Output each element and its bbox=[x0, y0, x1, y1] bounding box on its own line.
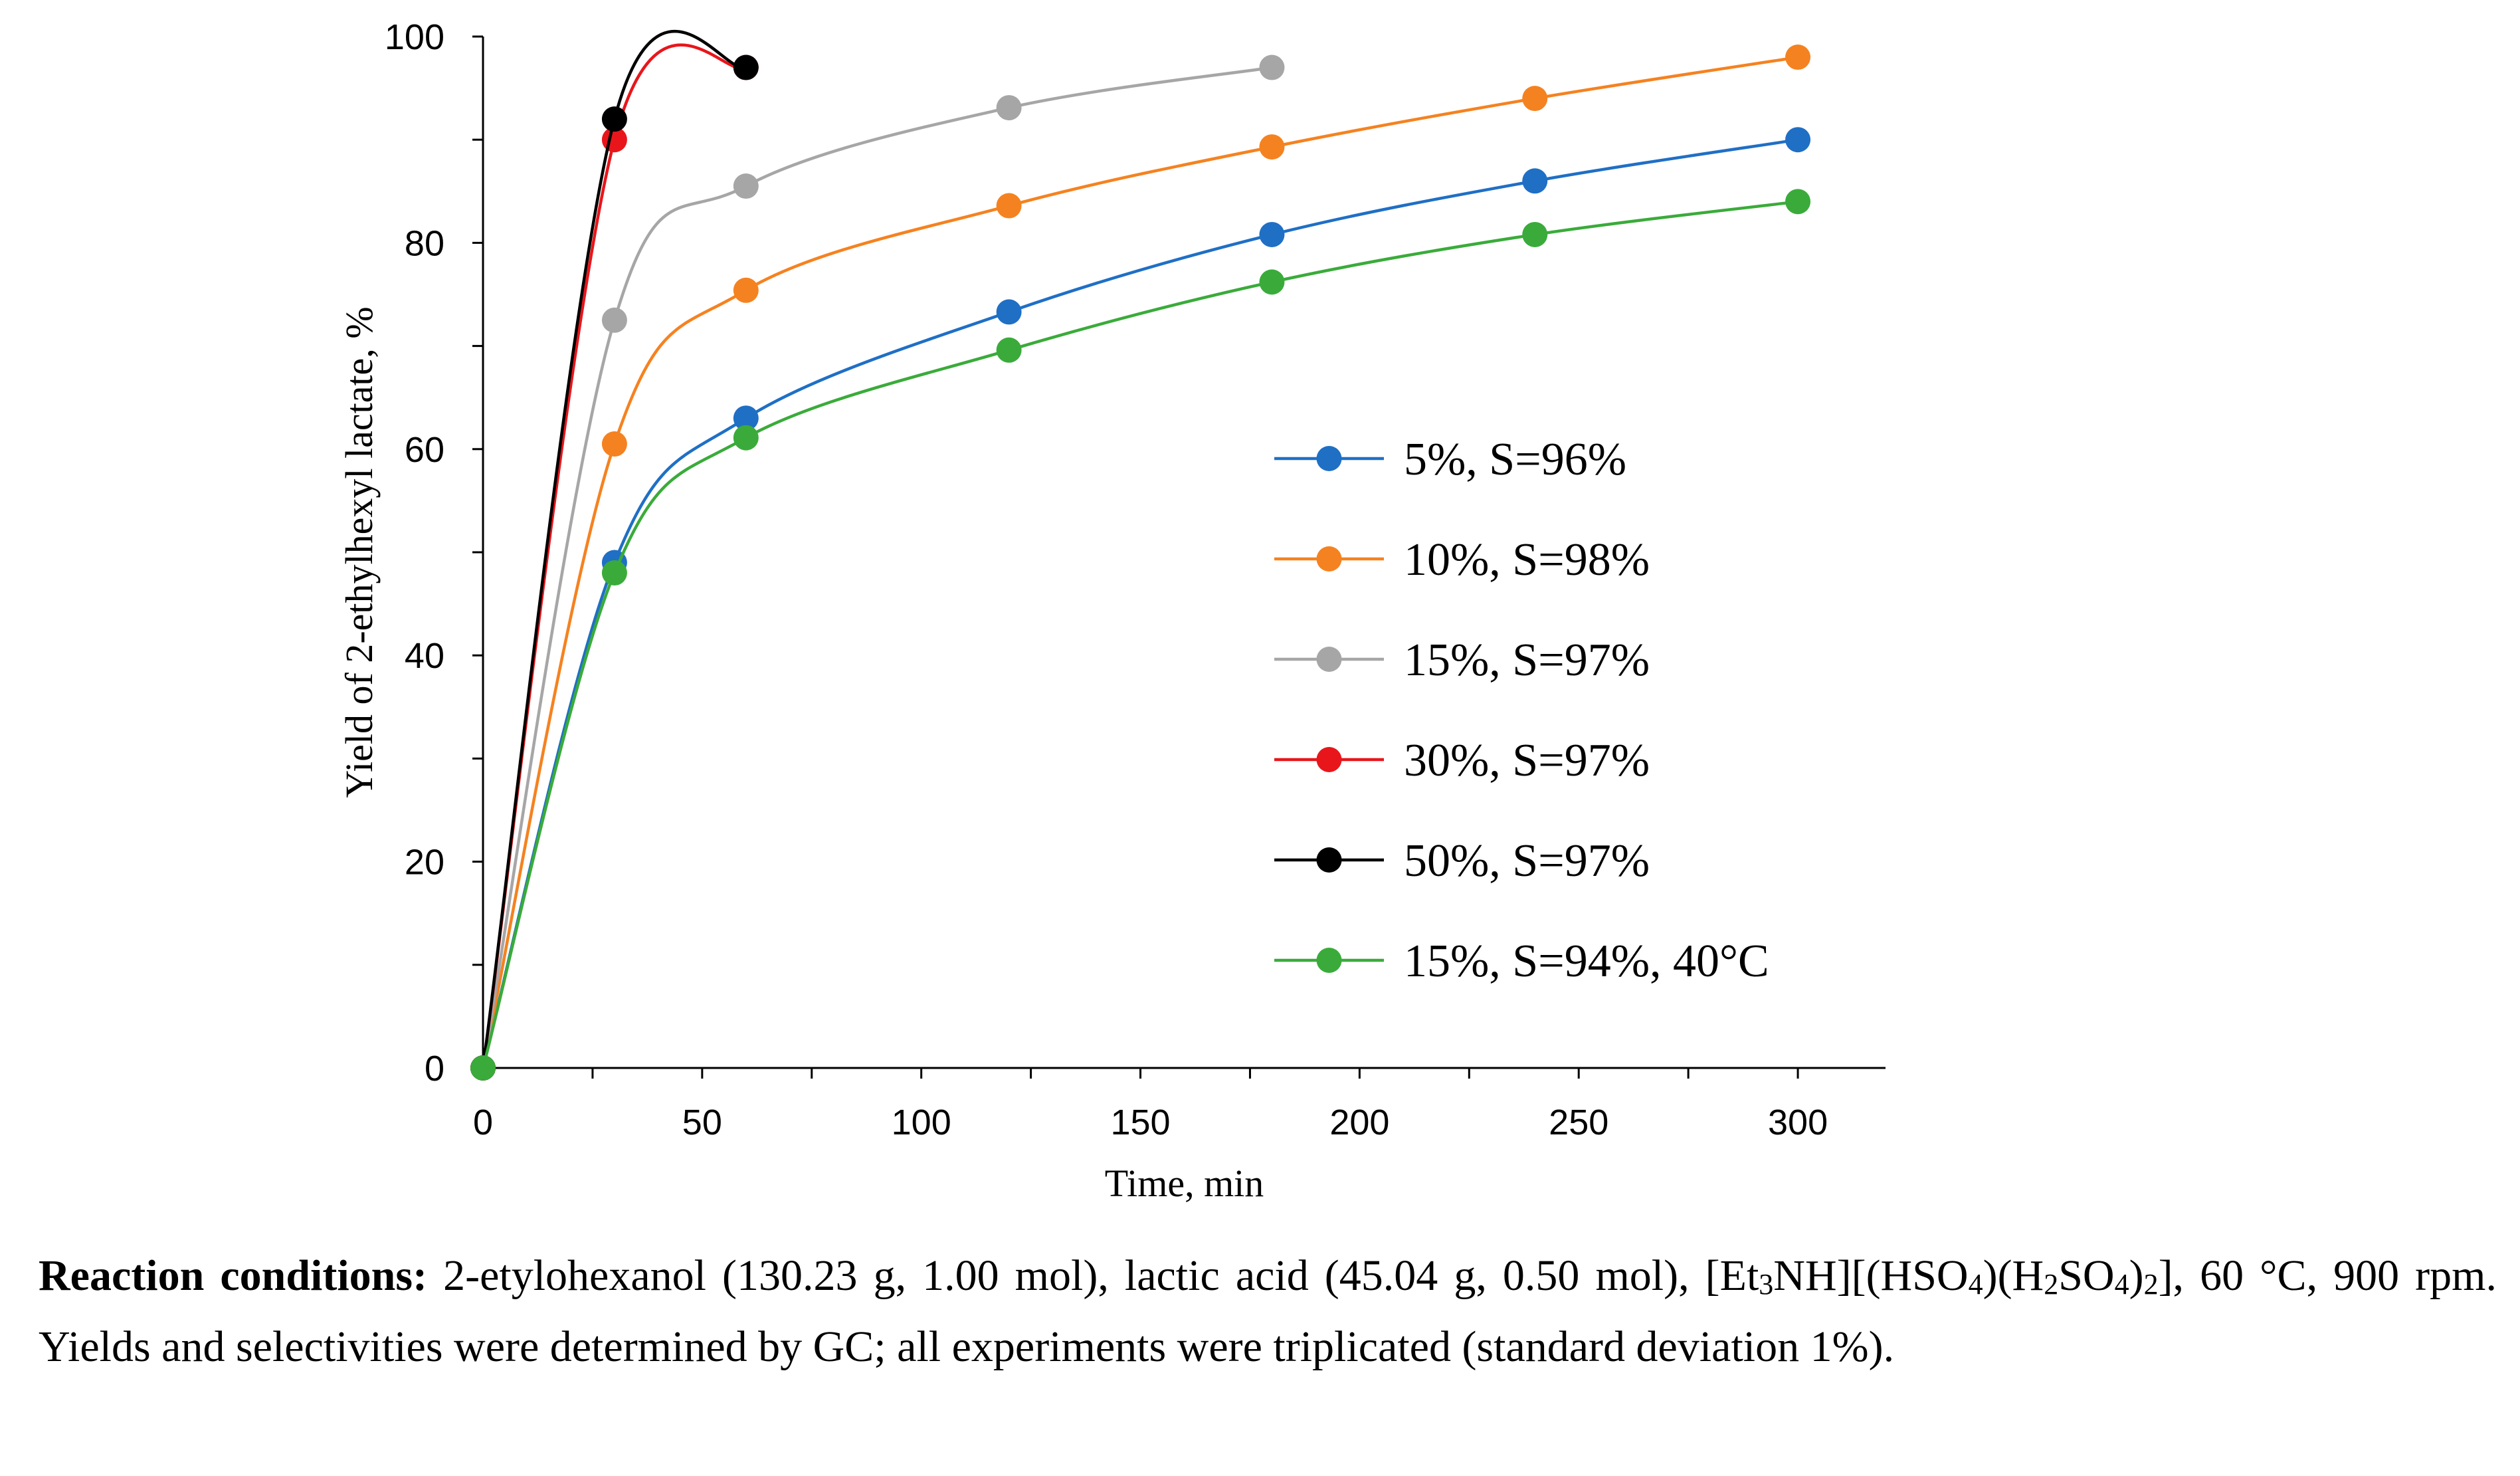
legend-item: 5%, S=96% bbox=[1274, 434, 1626, 485]
x-tick-label: 0 bbox=[473, 1103, 493, 1142]
data-point bbox=[1785, 127, 1811, 153]
caption-sub-5: 2 bbox=[2143, 1268, 2159, 1301]
x-tick-label: 200 bbox=[1329, 1103, 1389, 1142]
legend-label: 10%, S=98% bbox=[1404, 534, 1650, 585]
legend-item: 30%, S=97% bbox=[1274, 735, 1650, 786]
data-point bbox=[1522, 86, 1548, 112]
series-line bbox=[481, 66, 1272, 1069]
x-tick-label: 250 bbox=[1549, 1103, 1608, 1142]
data-point bbox=[1522, 168, 1548, 194]
y-tick-label: 60 bbox=[405, 430, 444, 470]
legend-label: 50%, S=97% bbox=[1404, 835, 1650, 887]
caption-text-2: NH][(HSO bbox=[1773, 1251, 1969, 1300]
y-tick-label: 100 bbox=[385, 17, 444, 57]
data-point bbox=[601, 307, 627, 333]
caption-text-6: ], 60 °C, 900 rpm. Yields and selectivit… bbox=[39, 1251, 2497, 1371]
series-line bbox=[481, 30, 747, 1069]
data-point bbox=[996, 95, 1022, 121]
legend-label: 30%, S=97% bbox=[1404, 735, 1650, 786]
data-point bbox=[1522, 221, 1548, 247]
caption-sub-3: 2 bbox=[2044, 1268, 2059, 1301]
caption-sub-2: 4 bbox=[1968, 1268, 1983, 1301]
y-axis-title: Yield of 2-ethylhexyl lactate, % bbox=[338, 306, 381, 797]
caption-text-1: 2-etylohexanol (130.23 g, 1.00 mol), lac… bbox=[427, 1251, 1759, 1300]
data-point bbox=[733, 277, 759, 303]
data-point bbox=[470, 1055, 496, 1081]
caption-text-5: ) bbox=[2129, 1251, 2144, 1300]
x-tick-label: 150 bbox=[1110, 1103, 1170, 1142]
data-point bbox=[733, 405, 759, 431]
data-point bbox=[1259, 54, 1285, 80]
figure-caption: Reaction conditions: 2-etylohexanol (130… bbox=[39, 1243, 2497, 1380]
legend-label: 5%, S=96% bbox=[1404, 434, 1626, 485]
x-tick-label: 50 bbox=[682, 1103, 722, 1142]
data-point bbox=[1785, 45, 1811, 70]
data-point bbox=[601, 106, 627, 132]
caption-label: Reaction conditions: bbox=[39, 1251, 428, 1300]
series-3 bbox=[470, 54, 1285, 1081]
data-point bbox=[996, 337, 1022, 363]
legend-marker bbox=[1316, 546, 1342, 572]
legend-marker bbox=[1316, 647, 1342, 672]
series-line bbox=[481, 138, 1798, 1069]
data-point bbox=[733, 54, 759, 80]
axes: 0 20 40 60 80 100 0 50 100 150 200 250 300 Time, min Y… bbox=[338, 17, 1886, 1205]
data-point bbox=[996, 299, 1022, 325]
legend-marker bbox=[1316, 948, 1342, 973]
legend-marker bbox=[1316, 847, 1342, 873]
legend-item: 50%, S=97% bbox=[1274, 835, 1650, 887]
data-point bbox=[601, 560, 627, 586]
data-point bbox=[1259, 134, 1285, 160]
data-point bbox=[996, 193, 1022, 219]
x-tick-label: 300 bbox=[1768, 1103, 1828, 1142]
legend-item: 15%, S=94%, 40°C bbox=[1274, 936, 1769, 987]
caption-text-4: SO bbox=[2058, 1251, 2115, 1300]
x-axis-title: Time, min bbox=[1105, 1162, 1264, 1205]
legend-label: 15%, S=94%, 40°C bbox=[1404, 936, 1769, 987]
data-point bbox=[733, 173, 759, 199]
y-tick-label: 0 bbox=[425, 1049, 444, 1089]
caption-sub-1: 3 bbox=[1759, 1268, 1774, 1301]
series-layer bbox=[470, 30, 1811, 1081]
legend: 5%, S=96% 10%, S=98% 15%, S=97% 30%, S=97% 5… bbox=[1274, 434, 1769, 987]
legend-item: 15%, S=97% bbox=[1274, 635, 1650, 686]
legend-marker bbox=[1316, 446, 1342, 471]
legend-label: 15%, S=97% bbox=[1404, 635, 1650, 686]
caption-sub-4: 4 bbox=[2114, 1268, 2129, 1301]
y-tick-label: 40 bbox=[405, 636, 444, 676]
y-tick-label: 80 bbox=[405, 223, 444, 263]
yield-chart: 0 20 40 60 80 100 0 50 100 150 200 250 300 Time, min Y… bbox=[338, 17, 1886, 1205]
data-point bbox=[1785, 189, 1811, 215]
series-6 bbox=[470, 189, 1811, 1081]
legend-marker bbox=[1316, 747, 1342, 772]
data-point bbox=[733, 425, 759, 451]
x-tick-label: 100 bbox=[892, 1103, 951, 1142]
legend-item: 10%, S=98% bbox=[1274, 534, 1650, 585]
caption-text-3: )(H bbox=[1983, 1251, 2044, 1300]
data-point bbox=[1259, 221, 1285, 247]
y-tick-label: 20 bbox=[405, 843, 444, 883]
data-point bbox=[1259, 269, 1285, 295]
data-point bbox=[601, 431, 627, 457]
